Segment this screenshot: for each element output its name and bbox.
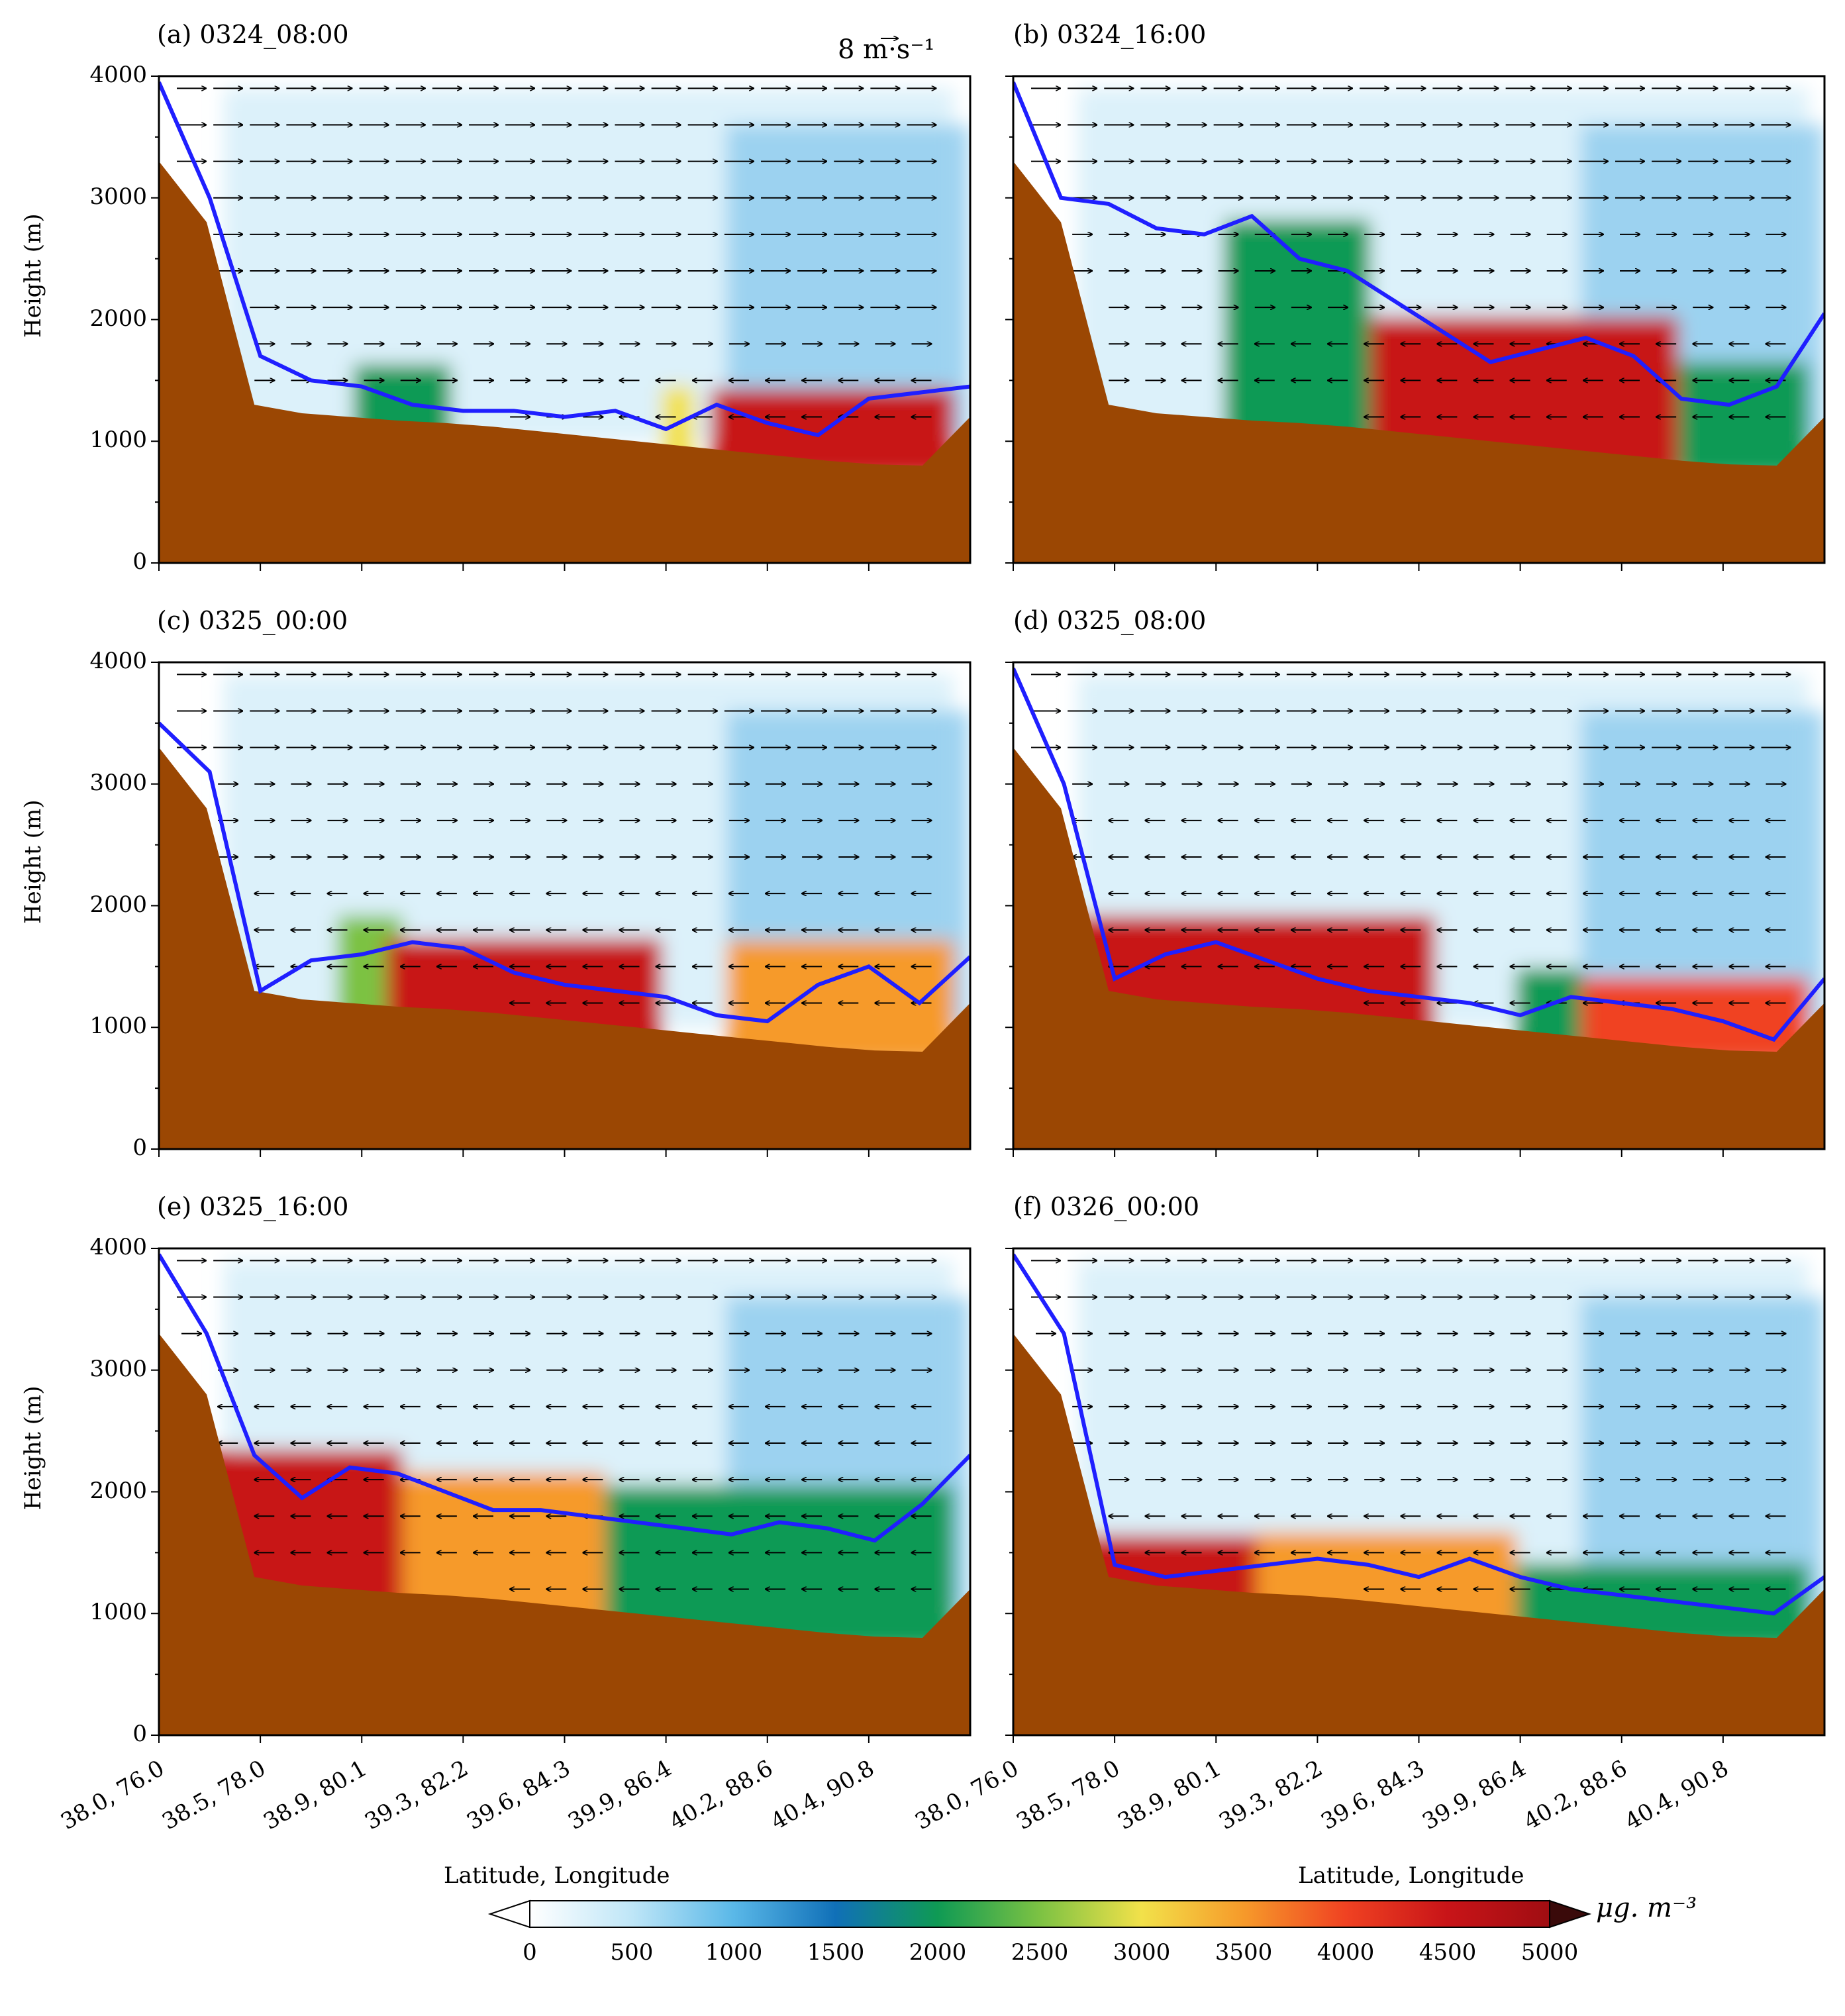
reference-vector-label: 8 m·s⁻¹ xyxy=(838,34,935,65)
wind-vectors xyxy=(177,88,936,417)
concentration-field xyxy=(1054,674,1824,1064)
colorbar-tick-label: 500 xyxy=(610,1939,654,1966)
colorbar-tick-label: 3000 xyxy=(1113,1939,1171,1966)
colorbar-tick-label: 4500 xyxy=(1419,1939,1477,1966)
boundary-layer-height-line xyxy=(159,81,970,438)
x-axis-label-right: Latitude, Longitude xyxy=(1298,1862,1524,1889)
panel-title-e: (e) 0325_16:00 xyxy=(157,1192,349,1221)
boundary-layer-height-line xyxy=(1013,667,1824,1042)
colorbar-tick-label: 0 xyxy=(523,1939,537,1966)
colorbar-tick-label: 2500 xyxy=(1011,1939,1069,1966)
colorbar-bar xyxy=(529,1900,1550,1928)
colorbar xyxy=(487,1899,1592,1929)
boundary-layer-height-line xyxy=(159,721,970,1024)
wind-vectors xyxy=(177,1260,936,1589)
y-tick-label: 3000 xyxy=(89,769,147,796)
panel-title-f: (f) 0326_00:00 xyxy=(1013,1192,1200,1221)
terrain xyxy=(159,1333,970,1735)
colorbar-tick-label: 4000 xyxy=(1317,1939,1375,1966)
wind-vectors xyxy=(1031,674,1791,1003)
background-haze-east xyxy=(1581,1297,1824,1614)
wind-vectors xyxy=(1031,88,1791,417)
y-tick-label: 2000 xyxy=(89,891,147,918)
y-tick-label: 4000 xyxy=(89,62,147,88)
y-axis-label-row3: Height (m) xyxy=(20,1386,46,1510)
panel-a xyxy=(151,75,972,571)
terrain xyxy=(1013,1333,1824,1735)
wind-vectors xyxy=(1031,1260,1791,1589)
x-axis-label-left: Latitude, Longitude xyxy=(444,1862,670,1889)
terrain xyxy=(1013,747,1824,1149)
colorbar-tick-label: 1000 xyxy=(705,1939,763,1966)
y-tick-label: 3000 xyxy=(89,1355,147,1382)
boundary-layer-height-line xyxy=(159,1253,970,1543)
y-tick-label: 1000 xyxy=(89,1599,147,1626)
y-tick-label: 0 xyxy=(132,1134,147,1161)
boundary-layer-height-line xyxy=(1013,1253,1824,1616)
wind-vectors xyxy=(177,674,936,1003)
panel-e xyxy=(151,1247,972,1743)
colorbar-extend-max xyxy=(1549,1899,1592,1929)
y-tick-label: 2000 xyxy=(89,1477,147,1504)
y-tick-label: 4000 xyxy=(89,648,147,674)
colorbar-extend-min xyxy=(487,1899,530,1929)
colorbar-unit: μg. m⁻³ xyxy=(1596,1893,1697,1923)
panel-d xyxy=(1005,661,1826,1157)
y-tick-label: 3000 xyxy=(89,183,147,210)
panel-title-d: (d) 0325_08:00 xyxy=(1013,606,1207,635)
y-tick-label: 4000 xyxy=(89,1234,147,1260)
colorbar-tick-label: 1500 xyxy=(807,1939,865,1966)
panel-title-b: (b) 0324_16:00 xyxy=(1013,20,1207,49)
colorbar-tick-label: 3500 xyxy=(1215,1939,1273,1966)
background-haze-east xyxy=(1581,711,1824,1028)
terrain xyxy=(159,747,970,1149)
colorbar-tick-label: 2000 xyxy=(909,1939,967,1966)
panel-f xyxy=(1005,1247,1826,1743)
panel-c xyxy=(151,661,972,1157)
terrain xyxy=(159,161,970,563)
y-tick-label: 0 xyxy=(132,1721,147,1747)
terrain xyxy=(1013,161,1824,563)
panel-b xyxy=(1005,75,1826,571)
panel-title-c: (c) 0325_00:00 xyxy=(157,606,348,635)
y-tick-label: 2000 xyxy=(89,305,147,332)
y-tick-label: 1000 xyxy=(89,1013,147,1040)
y-axis-label-row1: Height (m) xyxy=(20,213,46,338)
y-axis-label-row2: Height (m) xyxy=(20,799,46,924)
y-tick-label: 1000 xyxy=(89,427,147,454)
colorbar-tick-label: 5000 xyxy=(1521,1939,1579,1966)
boundary-layer-height-line xyxy=(1013,81,1824,407)
y-tick-label: 0 xyxy=(132,548,147,575)
panel-title-a: (a) 0324_08:00 xyxy=(157,20,349,49)
